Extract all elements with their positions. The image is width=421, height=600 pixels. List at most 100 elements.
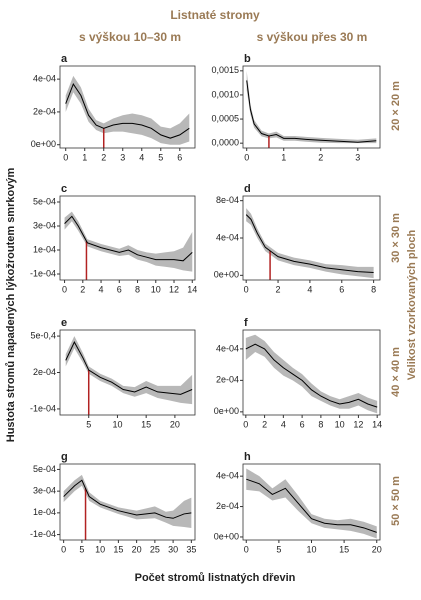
- confidence-band: [245, 334, 378, 414]
- row-label: 40 × 40 m: [390, 347, 402, 397]
- curve: [64, 215, 193, 262]
- x-tick-label: 10: [335, 419, 345, 429]
- x-tick-label: 20: [372, 544, 382, 554]
- x-tick-label: 6: [177, 152, 182, 162]
- x-tick-label: 10: [151, 284, 161, 294]
- y-tick-label: 5e-0,4: [30, 330, 56, 340]
- y-tick-label: 2e-04: [33, 106, 56, 116]
- x-tick-label: 0: [62, 284, 67, 294]
- y-tick-label: 0e+00: [214, 406, 239, 416]
- x-tick-label: 0: [244, 544, 249, 554]
- x-tick-label: 15: [141, 419, 151, 429]
- x-tick-label: 0: [63, 152, 68, 162]
- x-tick-label: 5: [86, 419, 91, 429]
- y-tick-label: 4e-04: [33, 73, 56, 83]
- x-tick-label: 8: [318, 419, 323, 429]
- row-label: 20 × 20 m: [390, 81, 402, 131]
- curve: [245, 214, 374, 274]
- x-tick-label: 0: [244, 152, 249, 162]
- x-tick-label: 8: [371, 284, 376, 294]
- plot-frame: [59, 195, 196, 281]
- y-tick-label: 3e-04: [33, 220, 56, 230]
- y-tick-label: 2e-04: [33, 367, 56, 377]
- x-tick-label: 12: [353, 419, 363, 429]
- plot-frame: [59, 463, 196, 541]
- x-tick-label: 14: [187, 284, 197, 294]
- x-tick-label: 1: [82, 152, 87, 162]
- curve: [65, 341, 193, 395]
- y-tick-label: -1e-04: [30, 529, 56, 539]
- x-tick-label: 6: [300, 419, 305, 429]
- x-tick-label: 2: [276, 284, 281, 294]
- plot-frame: [59, 65, 196, 149]
- x-tick-label: 10: [306, 544, 316, 554]
- curve: [63, 479, 192, 519]
- panel-letter: g: [61, 451, 68, 463]
- figure-title: Listnaté stromy: [170, 8, 260, 22]
- x-tick-label: 15: [113, 544, 123, 554]
- y-tick-label: 4e-04: [216, 232, 239, 242]
- x-tick-label: 10: [112, 419, 122, 429]
- x-tick-label: 6: [117, 284, 122, 294]
- x-tick-label: 20: [132, 544, 142, 554]
- x-tick-label: 4: [139, 152, 144, 162]
- x-tick-label: 20: [170, 419, 180, 429]
- y-tick-label: 0,0010: [211, 89, 239, 99]
- y-tick-label: 4e-04: [216, 343, 239, 353]
- y-axis-label: Hustota stromů napadených lýkožroutem sm…: [5, 168, 17, 443]
- x-tick-label: 3: [120, 152, 125, 162]
- column-header: s výškou přes 30 m: [257, 30, 368, 44]
- x-tick-label: 5: [158, 152, 163, 162]
- x-tick-label: 25: [150, 544, 160, 554]
- x-tick-label: 30: [168, 544, 178, 554]
- curve: [246, 80, 377, 143]
- plot-frame: [242, 65, 381, 149]
- x-tick-label: 10: [95, 544, 105, 554]
- y-tick-label: 2e-04: [216, 501, 239, 511]
- x-tick-label: 2: [101, 152, 106, 162]
- x-tick-label: 15: [339, 544, 349, 554]
- x-tick-label: 2: [318, 152, 323, 162]
- curve: [65, 82, 190, 139]
- x-tick-label: 35: [186, 544, 196, 554]
- x-tick-label: 3: [355, 152, 360, 162]
- row-label: 30 × 30 m: [390, 213, 402, 263]
- y-tick-label: 0,0015: [211, 65, 239, 75]
- x-axis-label: Počet stromů listnatých dřevin: [135, 572, 296, 584]
- x-tick-label: 8: [135, 284, 140, 294]
- y-tick-label: 0,0000: [211, 138, 239, 148]
- y-tick-label: 1e-04: [33, 244, 56, 254]
- y-tick-label: 0e+00: [31, 139, 56, 149]
- confidence-band: [64, 211, 193, 272]
- y-tick-label: -1e-04: [30, 403, 56, 413]
- y-tick-label: 1e-04: [33, 507, 56, 517]
- x-tick-label: 5: [79, 544, 84, 554]
- x-tick-label: 6: [339, 284, 344, 294]
- x-tick-label: 1: [281, 152, 286, 162]
- plot-frame: [242, 329, 381, 416]
- y-tick-label: 5e-04: [33, 464, 56, 474]
- column-header: s výškou 10–30 m: [79, 30, 181, 44]
- x-tick-label: 2: [262, 419, 267, 429]
- panel-letter: c: [61, 183, 67, 195]
- panel-letter: a: [61, 53, 68, 65]
- x-tick-label: 14: [372, 419, 382, 429]
- panel-letter: d: [244, 183, 251, 195]
- panel-letter: f: [244, 317, 248, 329]
- x-tick-label: 12: [169, 284, 179, 294]
- y-tick-label: -1e-04: [30, 268, 56, 278]
- x-tick-label: 0: [244, 284, 249, 294]
- y-tick-label: 5e-04: [33, 196, 56, 206]
- y-tick-label: 4e-04: [216, 471, 239, 481]
- curve: [246, 478, 377, 533]
- panel-letter: b: [244, 53, 251, 65]
- x-tick-label: 4: [281, 419, 286, 429]
- x-tick-label: 0: [61, 544, 66, 554]
- x-tick-label: 4: [99, 284, 104, 294]
- y-tick-label: 3e-04: [33, 486, 56, 496]
- row-label: 50 × 50 m: [390, 476, 402, 526]
- x-tick-label: 5: [276, 544, 281, 554]
- x-tick-label: 0: [243, 419, 248, 429]
- curve: [245, 343, 378, 408]
